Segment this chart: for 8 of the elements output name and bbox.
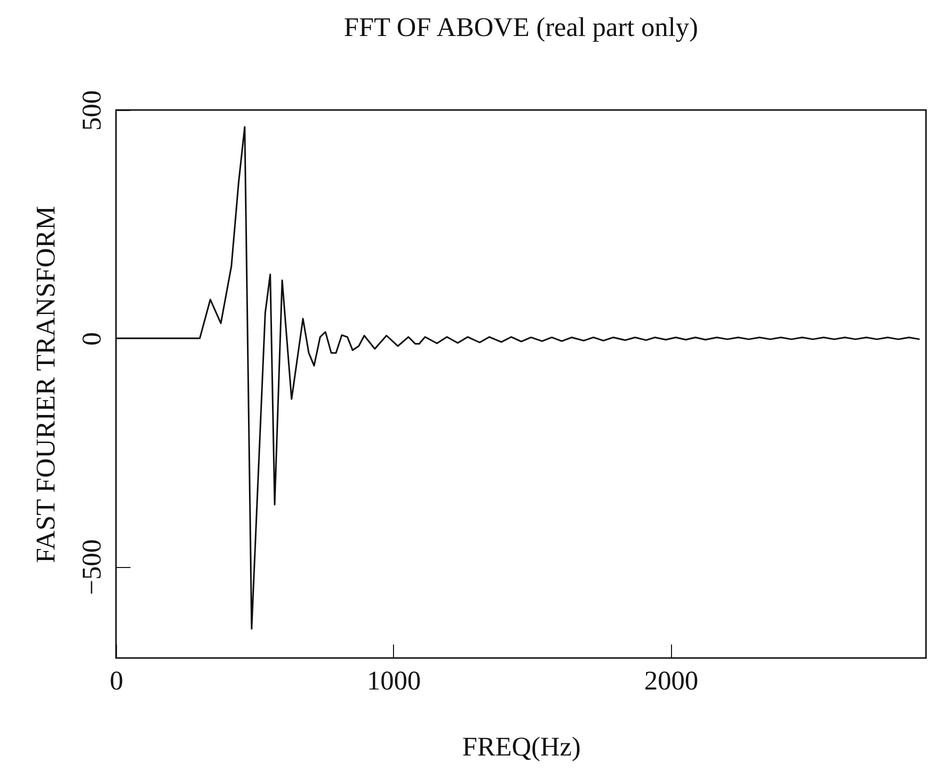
chart-title: FFT OF ABOVE (real part only) — [344, 12, 698, 42]
y-tick-label: 500 — [76, 90, 106, 131]
y-tick-label: −500 — [76, 539, 106, 596]
y-tick-label: 0 — [76, 332, 106, 346]
x-axis-title: FREQ(Hz) — [462, 732, 581, 762]
x-tick-label: 1000 — [366, 666, 421, 696]
x-tick-label: 2000 — [644, 666, 698, 696]
y-axis-title: FAST FOURIER TRANSFORM — [30, 206, 60, 564]
